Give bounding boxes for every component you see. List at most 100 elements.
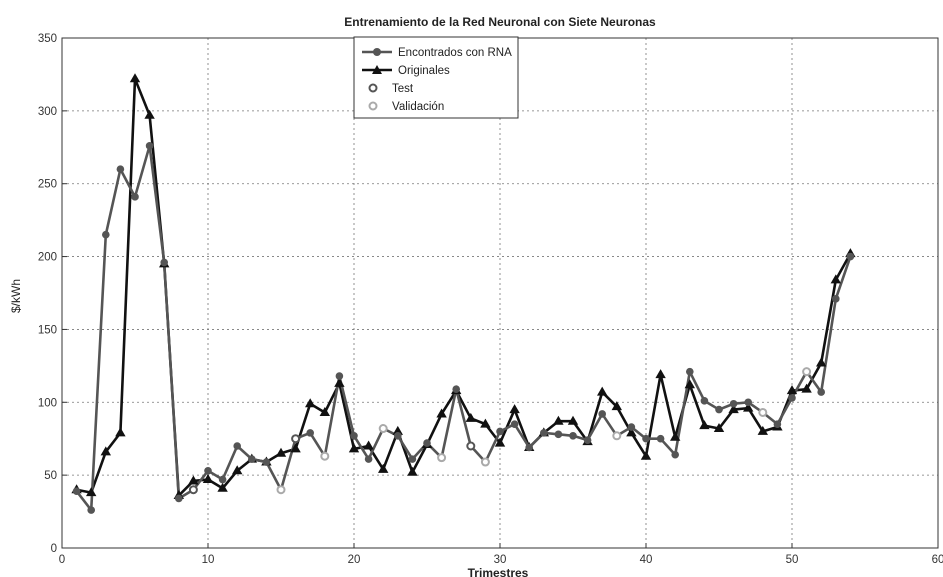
point-validacion <box>612 431 622 441</box>
point-originales <box>319 406 330 416</box>
y-tick-label: 300 <box>38 106 57 118</box>
point-rna <box>306 429 315 437</box>
point-rna <box>131 193 139 201</box>
legend-entry-rna: Encontrados con RNA <box>362 47 512 59</box>
point-validacion <box>802 367 812 377</box>
point-rna <box>218 475 227 484</box>
point-originales <box>115 427 126 437</box>
point-rna <box>642 434 650 443</box>
point-originales <box>217 482 228 492</box>
chart-title: Entrenamiento de la Red Neuronal con Sie… <box>344 15 656 29</box>
point-rna <box>817 388 825 396</box>
grid-lines <box>62 38 938 548</box>
point-rna <box>160 258 168 267</box>
x-tick-label: 40 <box>640 554 653 566</box>
legend-label-rna: Encontrados con RNA <box>398 47 512 59</box>
point-originales <box>436 408 447 418</box>
point-rna <box>496 427 504 436</box>
point-originales <box>275 447 287 457</box>
point-rna <box>335 372 344 380</box>
point-rna <box>262 458 271 466</box>
point-originales <box>392 425 403 435</box>
point-validacion <box>378 424 388 434</box>
point-rna <box>87 506 95 514</box>
point-originales <box>699 420 710 430</box>
x-tick-label: 0 <box>59 554 65 566</box>
legend-entry-originales: Originales <box>362 65 450 77</box>
y-tick-label: 350 <box>38 33 57 45</box>
point-originales <box>494 437 506 447</box>
point-rna <box>788 394 796 402</box>
point-rna <box>627 423 636 431</box>
point-rna <box>72 487 81 495</box>
x-axis-label: Trimestres <box>468 566 529 577</box>
point-test <box>466 441 476 451</box>
point-test <box>291 434 301 444</box>
point-rna <box>510 420 519 428</box>
x-tick-label: 30 <box>494 554 507 566</box>
point-rna <box>204 466 212 475</box>
point-originales <box>334 377 345 387</box>
legend-label-test: Test <box>392 83 414 95</box>
point-rna <box>525 443 533 452</box>
y-tick-label: 100 <box>38 397 57 409</box>
point-rna <box>423 439 431 447</box>
point-rna <box>700 397 709 405</box>
point-rna <box>408 455 417 463</box>
point-originales <box>567 415 579 425</box>
point-originales <box>129 73 141 83</box>
point-rna <box>540 429 548 437</box>
point-rna <box>846 252 855 261</box>
y-axis-label: $/kWh <box>9 279 23 313</box>
point-rna <box>102 230 110 239</box>
point-originales <box>290 443 301 453</box>
point-rna <box>452 385 461 393</box>
point-validacion <box>320 451 330 461</box>
point-rna <box>671 450 679 459</box>
point-originales <box>728 404 739 414</box>
series-group <box>71 73 856 514</box>
point-rna <box>350 432 358 440</box>
point-originales <box>786 385 798 395</box>
point-rna <box>233 442 241 450</box>
point-rna <box>656 434 665 443</box>
point-originales <box>553 415 564 425</box>
point-originales <box>684 379 695 389</box>
y-tick-label: 150 <box>38 324 57 336</box>
point-rna <box>583 436 592 444</box>
point-originales <box>611 401 622 411</box>
point-originales <box>407 466 418 476</box>
point-originales <box>816 357 827 367</box>
legend-box <box>353 36 519 119</box>
point-validacion <box>480 457 490 467</box>
point-originales <box>626 427 637 437</box>
legend-marker-originales <box>372 65 382 74</box>
point-rna <box>773 420 782 428</box>
axis-ticks: 0 10 20 30 40 50 60 0 50 100 150 200 250 300 350 <box>38 33 943 566</box>
point-originales <box>144 109 155 119</box>
point-originales <box>757 425 768 435</box>
legend: Encontrados con RNA Originales Test Vali… <box>353 36 519 119</box>
y-tick-label: 250 <box>38 179 57 191</box>
point-originales <box>830 274 841 284</box>
point-originales <box>348 443 360 453</box>
x-tick-label: 20 <box>348 554 361 566</box>
x-tick-label: 50 <box>786 554 799 566</box>
legend-marker-validacion <box>368 101 378 111</box>
point-validacion <box>758 407 768 417</box>
point-originales <box>378 463 389 473</box>
point-rna <box>686 367 694 376</box>
x-tick-label: 60 <box>932 554 943 566</box>
point-originales <box>640 450 652 460</box>
legend-label-originales: Originales <box>398 65 450 77</box>
point-rna <box>248 455 256 463</box>
x-tick-label: 10 <box>202 554 215 566</box>
point-rna <box>364 455 373 463</box>
point-originales <box>202 474 214 484</box>
point-originales <box>305 398 316 408</box>
point-originales <box>509 404 520 414</box>
point-originales <box>801 383 812 393</box>
y-tick-label: 200 <box>38 252 57 264</box>
point-originales <box>670 431 681 441</box>
